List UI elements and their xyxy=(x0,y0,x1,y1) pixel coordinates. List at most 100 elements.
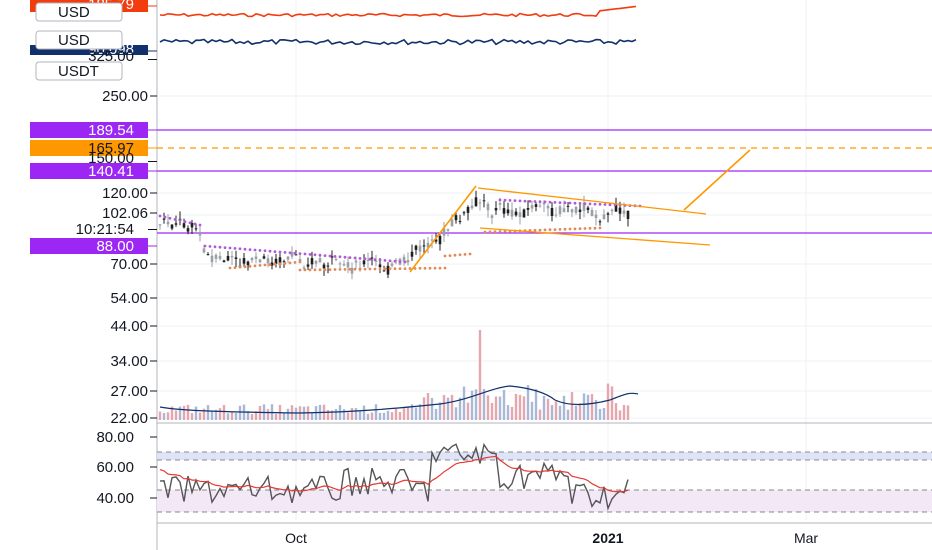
candle-body-103 xyxy=(570,209,574,213)
trail-dots-3-dot xyxy=(243,265,247,269)
trail-dots-2-dot xyxy=(208,245,212,248)
trail-dots-6-dot xyxy=(598,226,602,230)
trail-dots-7-dot xyxy=(508,199,512,202)
y-tick-label: 27.00 xyxy=(110,383,148,400)
candle-body-12 xyxy=(206,254,210,256)
trail-dots-6-dot xyxy=(563,227,567,231)
trail-dots-7-dot xyxy=(538,200,542,204)
volume-bar-104 xyxy=(574,405,578,420)
volume-bar-3 xyxy=(170,406,174,420)
trail-dots-5-dot xyxy=(468,252,472,256)
volume-bar-10 xyxy=(198,412,202,420)
currency-badge xyxy=(35,30,123,50)
trail-dots-2-dot xyxy=(303,252,307,256)
volume-bar-73 xyxy=(450,394,454,420)
volume-bar-60 xyxy=(398,411,402,420)
volume-bar-58 xyxy=(390,412,394,420)
candle-body-105 xyxy=(578,209,582,212)
trail-dots-7-dot xyxy=(558,201,562,205)
trail-dots-6-dot xyxy=(548,228,552,232)
volume-bar-57 xyxy=(386,410,390,420)
trail-dots-7-dot xyxy=(518,199,522,203)
price-tag-bg xyxy=(30,122,148,138)
trail-dots-4-dot xyxy=(308,268,312,272)
wedge-lower-line xyxy=(479,227,711,246)
trail-dots-4-dot xyxy=(313,268,317,272)
trail-dots-4-dot xyxy=(318,268,322,272)
volume-bar-7 xyxy=(186,404,190,420)
volume-bar-77 xyxy=(466,402,470,420)
trail-dots-2-dot xyxy=(283,251,287,254)
volume-ma-line xyxy=(159,385,639,414)
trail-dots-4-dot xyxy=(353,267,357,271)
candle-body-39 xyxy=(314,260,318,264)
price-tag-label: 165.97 xyxy=(88,140,134,157)
candle-body-1 xyxy=(162,218,166,220)
rsi-ma-line xyxy=(159,455,629,493)
volume-bar-52 xyxy=(366,413,370,420)
y-tick-label: 120.00 xyxy=(102,185,148,202)
trail-dots-6-dot xyxy=(553,228,557,232)
volume-bar-6 xyxy=(182,405,186,420)
candle-body-7 xyxy=(186,228,190,232)
volume-bar-18 xyxy=(230,412,234,420)
trail-dots-4-dot xyxy=(443,266,447,270)
candle-body-73 xyxy=(450,219,454,227)
candle-body-100 xyxy=(558,206,562,215)
candle-body-79 xyxy=(474,197,478,207)
candle-body-111 xyxy=(602,214,606,220)
trail-dots-4-dot xyxy=(398,267,402,270)
volume-bar-66 xyxy=(422,397,426,420)
currency-badge xyxy=(35,61,123,81)
volume-bar-69 xyxy=(434,408,438,420)
volume-bar-5 xyxy=(178,406,182,420)
volume-bar-34 xyxy=(294,407,298,420)
trail-dots-7-dot xyxy=(523,199,527,203)
volume-bar-12 xyxy=(206,405,210,420)
trail-dots-7-dot xyxy=(588,202,592,206)
volume-bar-71 xyxy=(442,395,446,420)
volume-bar-91 xyxy=(522,396,526,420)
candle-body-3 xyxy=(170,224,174,229)
volume-bar-13 xyxy=(210,410,214,420)
volume-bar-113 xyxy=(610,386,614,420)
rsi-band-upper xyxy=(157,452,932,460)
candle-body-63 xyxy=(410,251,414,257)
candle-body-2 xyxy=(166,221,170,225)
candle-body-49 xyxy=(354,260,358,263)
candle-body-74 xyxy=(454,215,458,221)
volume-bar-48 xyxy=(350,408,354,420)
volume-bar-17 xyxy=(226,413,230,420)
currency-badge-label: USD xyxy=(58,4,90,21)
trail-dots-1-dot xyxy=(163,215,167,219)
volume-bar-100 xyxy=(558,405,562,420)
candle-body-86 xyxy=(502,208,506,214)
candle-body-33 xyxy=(290,252,294,257)
volume-bar-89 xyxy=(514,393,518,420)
trail-dots-4-dot xyxy=(378,267,382,271)
currency-badge-label: USD xyxy=(58,32,90,49)
candle-body-36 xyxy=(302,267,306,269)
trail-dots-2-dot xyxy=(313,253,317,257)
trail-dots-6-dot xyxy=(593,226,597,230)
trail-dots-4-dot xyxy=(438,266,442,270)
candle-body-91 xyxy=(522,209,526,218)
price-tag-label: 325.00 xyxy=(88,48,134,65)
trail-dots-2-dot xyxy=(233,247,237,250)
trail-dots-7-dot xyxy=(563,201,567,205)
rsi-band-lower xyxy=(157,490,932,512)
candle-body-45 xyxy=(338,263,342,265)
candle-body-48 xyxy=(350,267,354,274)
trail-dots-7-dot xyxy=(553,201,557,204)
volume-bar-11 xyxy=(202,408,206,420)
trail-dots-7-dot xyxy=(583,202,587,206)
price-tag-bg xyxy=(30,222,148,237)
volume-bar-99 xyxy=(554,401,558,420)
price-tag-label: 10:21:54 xyxy=(76,221,134,238)
candle-body-16 xyxy=(222,260,226,263)
trail-dots-3 xyxy=(228,260,302,270)
candle-body-68 xyxy=(430,239,434,241)
candle-body-24 xyxy=(254,256,258,259)
trail-dots-2-dot xyxy=(268,249,272,253)
